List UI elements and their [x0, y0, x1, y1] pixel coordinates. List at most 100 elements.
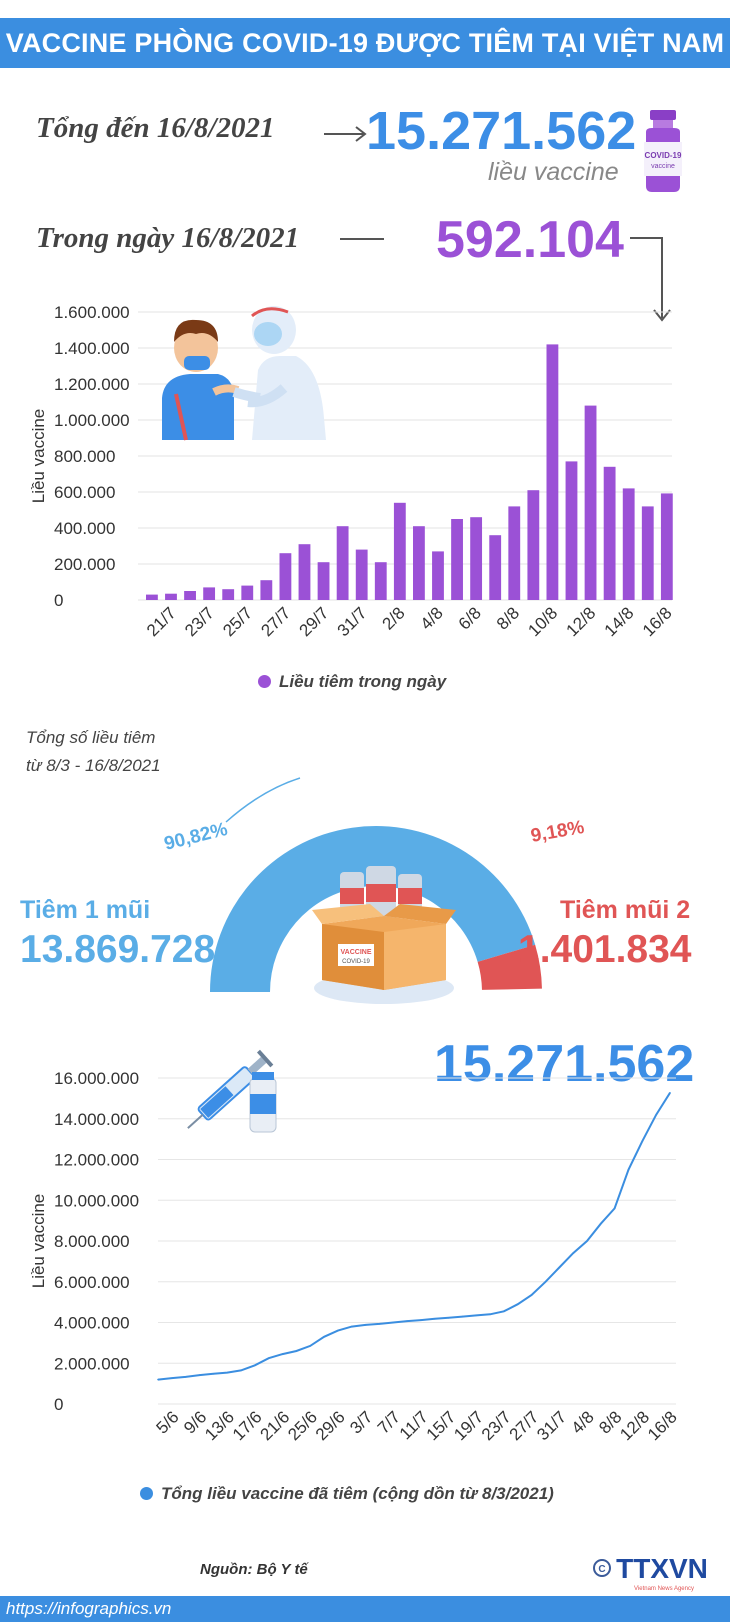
cumulative-legend-label: Tổng liều vaccine đã tiêm (cộng dồn từ 8… [161, 1484, 554, 1503]
data-point-31/7 [558, 1266, 561, 1269]
y-tick-label: 2.000.000 [54, 1354, 130, 1373]
x-tick-label: 21/7 [143, 603, 180, 640]
page-title: VACCINE PHÒNG COVID-19 ĐƯỢC TIÊM TẠI VIỆ… [5, 28, 725, 58]
y-tick-label: 12.000.000 [54, 1151, 139, 1170]
y-tick-label: 0 [54, 1395, 63, 1414]
box-sublabel: COVID-19 [342, 959, 370, 965]
data-point-15/6 [240, 1369, 242, 1372]
data-point-7/7 [392, 1321, 395, 1324]
y-axis-label: Liều vaccine [29, 1194, 48, 1289]
bar-20/7 [146, 594, 158, 600]
data-point-17/6 [254, 1364, 256, 1367]
x-tick-label: 29/7 [296, 603, 333, 640]
logo-subtext: Vietnam News Agency [634, 1586, 694, 1592]
data-point-11/7 [420, 1319, 422, 1321]
dose2-value: 1.401.834 [518, 928, 692, 971]
data-point-19/6 [267, 1357, 270, 1359]
x-tick-label: 29/6 [312, 1407, 349, 1444]
bar-1/8 [374, 562, 387, 600]
data-point-29/6 [337, 1329, 339, 1332]
data-point-5/7 [378, 1323, 381, 1325]
x-tick-label: 25/7 [219, 603, 256, 640]
daily-label: Trong ngày 16/8/2021 [36, 222, 300, 254]
y-tick-label: 400.000 [54, 519, 115, 538]
data-point-4/8 [586, 1240, 588, 1242]
data-point-27/6 [323, 1335, 325, 1338]
legend-dot-blue [140, 1487, 153, 1500]
y-tick-label: 10.000.000 [54, 1191, 139, 1210]
data-point-13/7 [433, 1318, 436, 1320]
bar-23/7 [203, 587, 216, 600]
bar-3/8 [413, 526, 425, 600]
bar-16/8 [660, 493, 673, 600]
cumulative-series-line [157, 1092, 671, 1381]
copyright-icon [593, 1559, 611, 1577]
x-tick-label: 4/8 [568, 1407, 598, 1437]
bar-13/8 [603, 466, 616, 600]
bar-7/8 [489, 535, 502, 600]
x-tick-label: 4/8 [417, 603, 447, 633]
legend-dot-purple [258, 675, 271, 688]
data-point-10/8 [627, 1168, 630, 1171]
x-tick-label: 2/8 [379, 603, 409, 633]
dose1-pct-leader [225, 777, 301, 823]
logo-text: TTXVN [616, 1553, 708, 1584]
x-tick-label: 31/7 [533, 1407, 570, 1444]
footer-url[interactable]: https://infographics.vn [6, 1599, 172, 1618]
x-tick-label: 16/8 [639, 603, 676, 640]
doses-note-line1: Tổng số liều tiêm [26, 728, 156, 747]
bar-15/8 [641, 506, 654, 600]
dose1-label: Tiêm 1 mũi [20, 896, 151, 924]
data-point-7/6 [184, 1376, 187, 1378]
data-point-13/6 [226, 1371, 228, 1374]
dose2-pct-label: 9,18% [529, 817, 586, 847]
y-tick-label: 4.000.000 [54, 1314, 130, 1333]
data-point-29/7 [544, 1280, 547, 1283]
y-tick-label: 1.400.000 [54, 339, 130, 358]
data-point-11/6 [212, 1373, 215, 1375]
y-tick-label: 6.000.000 [54, 1273, 130, 1292]
data-point-8/8 [613, 1207, 616, 1210]
dose1-pct-label: 90,82% [162, 819, 230, 855]
total-value: 15.271.562 [366, 101, 637, 161]
y-tick-label: 8.000.000 [54, 1232, 130, 1251]
bar-29/7 [317, 562, 330, 600]
title-banner: VACCINE PHÒNG COVID-19 ĐƯỢC TIÊM TẠI VIỆ… [0, 18, 730, 68]
data-point-27/7 [530, 1294, 533, 1296]
x-tick-label: 6/8 [455, 603, 485, 633]
covid-vial-icon: COVID-19 vaccine [644, 110, 682, 192]
data-point-3/6 [157, 1378, 159, 1381]
dose1-value: 13.869.728 [20, 928, 216, 971]
bar-9/8 [527, 490, 540, 600]
bar-26/7 [260, 580, 273, 600]
cumulative-headline: 15.271.562 [434, 1035, 695, 1093]
bar-25/7 [241, 585, 254, 600]
bar-4/8 [432, 551, 444, 600]
data-point-12/8 [641, 1140, 644, 1142]
x-tick-label: 8/8 [493, 603, 523, 633]
y-tick-label: 200.000 [54, 555, 115, 574]
data-point-15/7 [447, 1317, 450, 1319]
y-tick-label: 800.000 [54, 447, 115, 466]
ttxvn-logo: C TTXVN Vietnam News Agency [593, 1553, 708, 1592]
data-point-3/7 [364, 1324, 367, 1326]
daily-value: 592.104 [436, 211, 624, 269]
data-point-21/7 [489, 1313, 491, 1316]
bar-22/7 [184, 591, 196, 600]
data-point-1/7 [350, 1325, 353, 1328]
doses-note: Tổng số liều tiêm từ 8/3 - 16/8/2021 [26, 724, 161, 780]
bar-21/7 [165, 593, 177, 600]
bar-2/8 [393, 502, 406, 600]
total-label: Tổng đến 16/8/2021 [36, 112, 275, 144]
cumulative-doses-chart: 0 2.000.000 4.000.000 6.000.000 8.000.000 10.… [29, 1069, 681, 1444]
daily-doses-chart: 0 200.000 400.000 600.000 800.000 1.000.000 1.… [29, 303, 676, 640]
daily-legend-label: Liều tiêm trong ngày [279, 672, 447, 691]
total-unit: liều vaccine [488, 158, 619, 186]
svg-text:COVID-19: COVID-19 [645, 151, 682, 160]
dose2-label: Tiêm mũi 2 [560, 896, 691, 924]
y-tick-label: 1.000.000 [54, 411, 130, 430]
y-tick-label: 16.000.000 [54, 1069, 139, 1088]
bar-14/8 [622, 488, 635, 600]
x-tick-label: 23/7 [181, 603, 218, 640]
data-point-21/6 [281, 1353, 284, 1355]
